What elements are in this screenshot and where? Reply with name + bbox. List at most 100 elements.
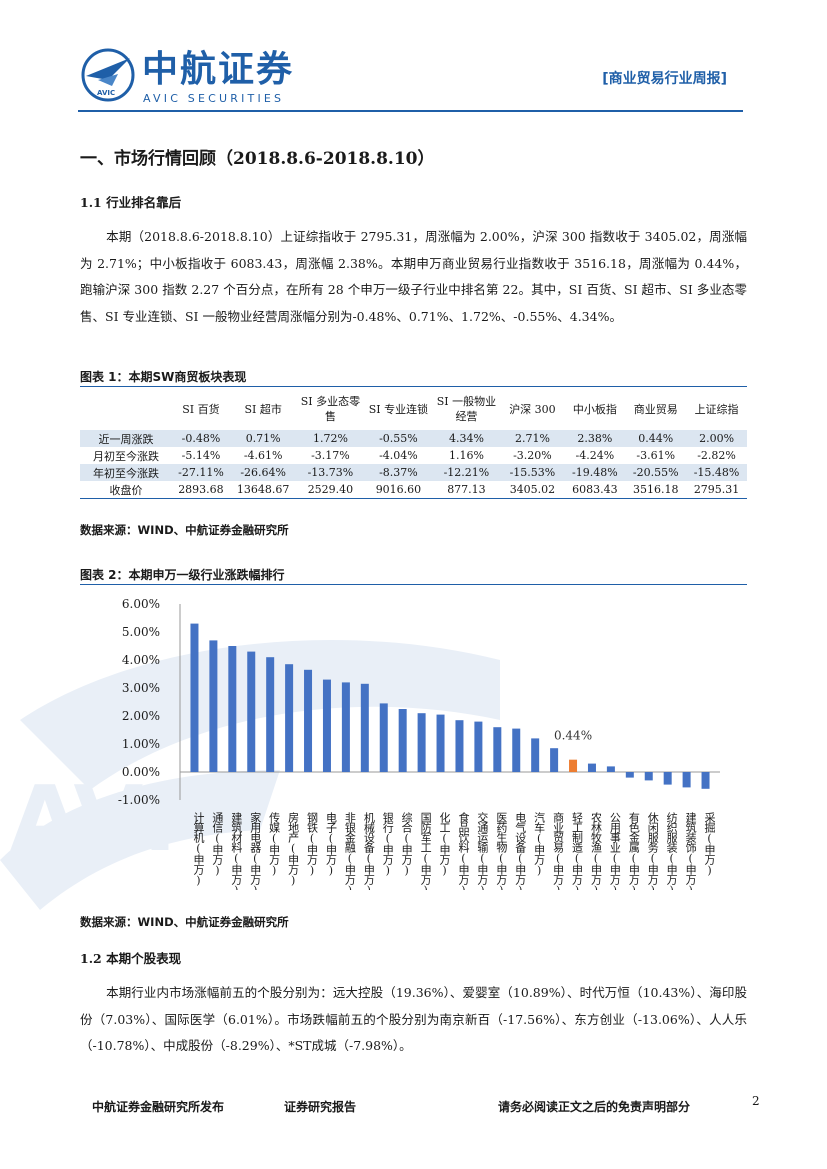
x-tick-label: 通信(申万) [211,812,224,876]
chart-caption: 图表 2：本期申万一级行业涨跌幅排行 [80,568,285,582]
table-row: 年初至今涨跌 -27.11% -26.64% -13.73% -8.37% -1… [80,464,747,481]
table-cell: 2.38% [564,430,626,447]
table-cell: -26.64% [229,464,297,481]
subsection-title-2: 1.2 本期个股表现 [80,951,182,966]
col-header: 中小板指 [572,402,617,416]
col-header: 沪深 300 [509,402,556,416]
table-row: 收盘价 2893.68 13648.67 2529.40 9016.60 877… [80,481,747,499]
bar [398,709,407,772]
bar-highlight [569,759,578,772]
row-label: 近一周涨跌 [80,430,172,447]
table-cell: -3.61% [636,449,676,462]
bar [266,657,275,772]
x-tick-label: 食品饮料(申万) [457,811,470,890]
bar [285,664,294,772]
x-tick-label: 商业贸易(申万) [552,811,565,890]
bar [663,772,672,785]
table-cell: -13.73% [296,464,365,481]
table-cell: 1.16% [448,449,484,462]
x-tick-label: 计算机(申万) [192,812,205,886]
paragraph-stock-performance: 本期行业内市场涨幅前五的个股分别为：远大控股（19.36%）、爱婴室（10.89… [80,985,747,1053]
y-tick-label: 2.00% [122,709,160,723]
col-header: SI 一般物业经营 [436,395,497,423]
x-tick-label: 采掘(申万) [703,812,716,876]
bar [550,748,559,772]
x-tick-label: 房地产(申万) [287,812,300,886]
table-cell: 6083.43 [564,481,626,499]
page-number: 2 [752,1094,760,1108]
chart-caption-line [80,584,747,585]
table-cell: 4.34% [432,430,501,447]
logo-text: AVIC [97,89,115,97]
avic-logo-icon: AVIC [81,48,135,102]
y-tick-label: 0.00% [122,765,160,779]
x-tick-label: 医药生物(申万) [495,812,508,890]
table-source: 数据来源：WIND、中航证券金融研究所 [80,523,289,537]
bar [304,669,313,772]
table-cell: -15.53% [500,464,565,481]
bar [417,713,426,772]
bar [531,738,540,772]
y-tick-label: -1.00% [118,793,160,807]
highlight-data-label: 0.44% [554,729,592,743]
bar-chart-svg: 6.00% 5.00% 4.00% 3.00% 2.00% 1.00% 0.00% -1.00… [118,597,720,896]
x-tick-label: 建筑材料(申万) [230,811,243,890]
industry-ranking-chart: 6.00% 5.00% 4.00% 3.00% 2.00% 1.00% 0.00% -1.00… [80,590,747,896]
section-title: 一、市场行情回顾（2018.8.6-2018.8.10） [80,149,435,169]
x-tick-label: 钢铁(申万) [306,812,319,876]
bar [228,646,237,772]
table-cell: -3.20% [513,449,552,462]
table-cell: 1.72% [296,430,365,447]
bar [701,772,710,789]
table-cell: 3405.02 [500,481,565,499]
x-tick-label: 非银金融(申万) [343,812,356,890]
bar [322,679,331,772]
footer-publisher: 中航证券金融研究所发布 [92,1100,225,1114]
x-tick-label: 传媒(申万) [268,812,281,876]
table-cell: -0.55% [364,430,433,447]
table-cell: -20.55% [625,464,687,481]
bar [625,772,634,778]
table-cell: 13648.67 [229,481,297,499]
x-tick-label: 国防军工(申万) [419,812,432,890]
table-cell: -2.82% [697,449,736,462]
table-cell: -12.21% [432,464,501,481]
bar [606,766,615,772]
brand-name-en: AVIC SECURITIES [143,92,285,105]
table-caption: 图表 1：本期SW商贸板块表现 [80,370,247,384]
table-cell: -8.37% [364,464,433,481]
x-tick-label: 家用电器(申万) [249,811,262,890]
y-tick-label: 6.00% [122,597,160,611]
table-cell: -15.48% [686,464,747,481]
bar [474,721,483,772]
bar [190,623,199,772]
y-tick-label: 1.00% [122,737,160,751]
bar [493,727,502,772]
table-cell: 0.44% [625,430,687,447]
x-tick-label: 综合(申万) [400,811,413,876]
row-label: 年初至今涨跌 [80,464,172,481]
bar [247,651,256,772]
bar [455,720,464,772]
x-tick-label: 公用事业(申万) [608,812,621,890]
col-header: SI 专业连锁 [368,402,429,416]
footer-disclaimer: 请务必阅读正文之后的免责声明部分 [498,1100,691,1114]
x-tick-label: 农林牧渔(申万) [589,811,602,890]
x-tick-label: 机械设备(申万) [362,811,375,890]
table-cell: -3.17% [311,449,350,462]
brand-name: 中航证券 [142,49,295,90]
col-header: SI 百货 [182,402,220,416]
sector-performance-table: SI 百货 SI 超市 SI 多业态零售 SI 专业连锁 SI 一般物业经营 沪… [80,388,747,499]
table-cell: 0.71% [229,430,297,447]
y-tick-label: 4.00% [122,653,160,667]
table-cell: -4.04% [379,449,418,462]
table-cell: 2.00% [686,430,747,447]
table-cell: 3516.18 [625,481,687,499]
table-cell: 877.13 [432,481,501,499]
chart-source: 数据来源：WIND、中航证券金融研究所 [80,915,289,929]
x-tick-label: 化工(申万) [438,811,451,876]
table-corner [80,388,172,430]
table-caption-line [80,386,747,387]
table-cell: 2.71% [500,430,565,447]
col-header: SI 超市 [244,402,282,416]
